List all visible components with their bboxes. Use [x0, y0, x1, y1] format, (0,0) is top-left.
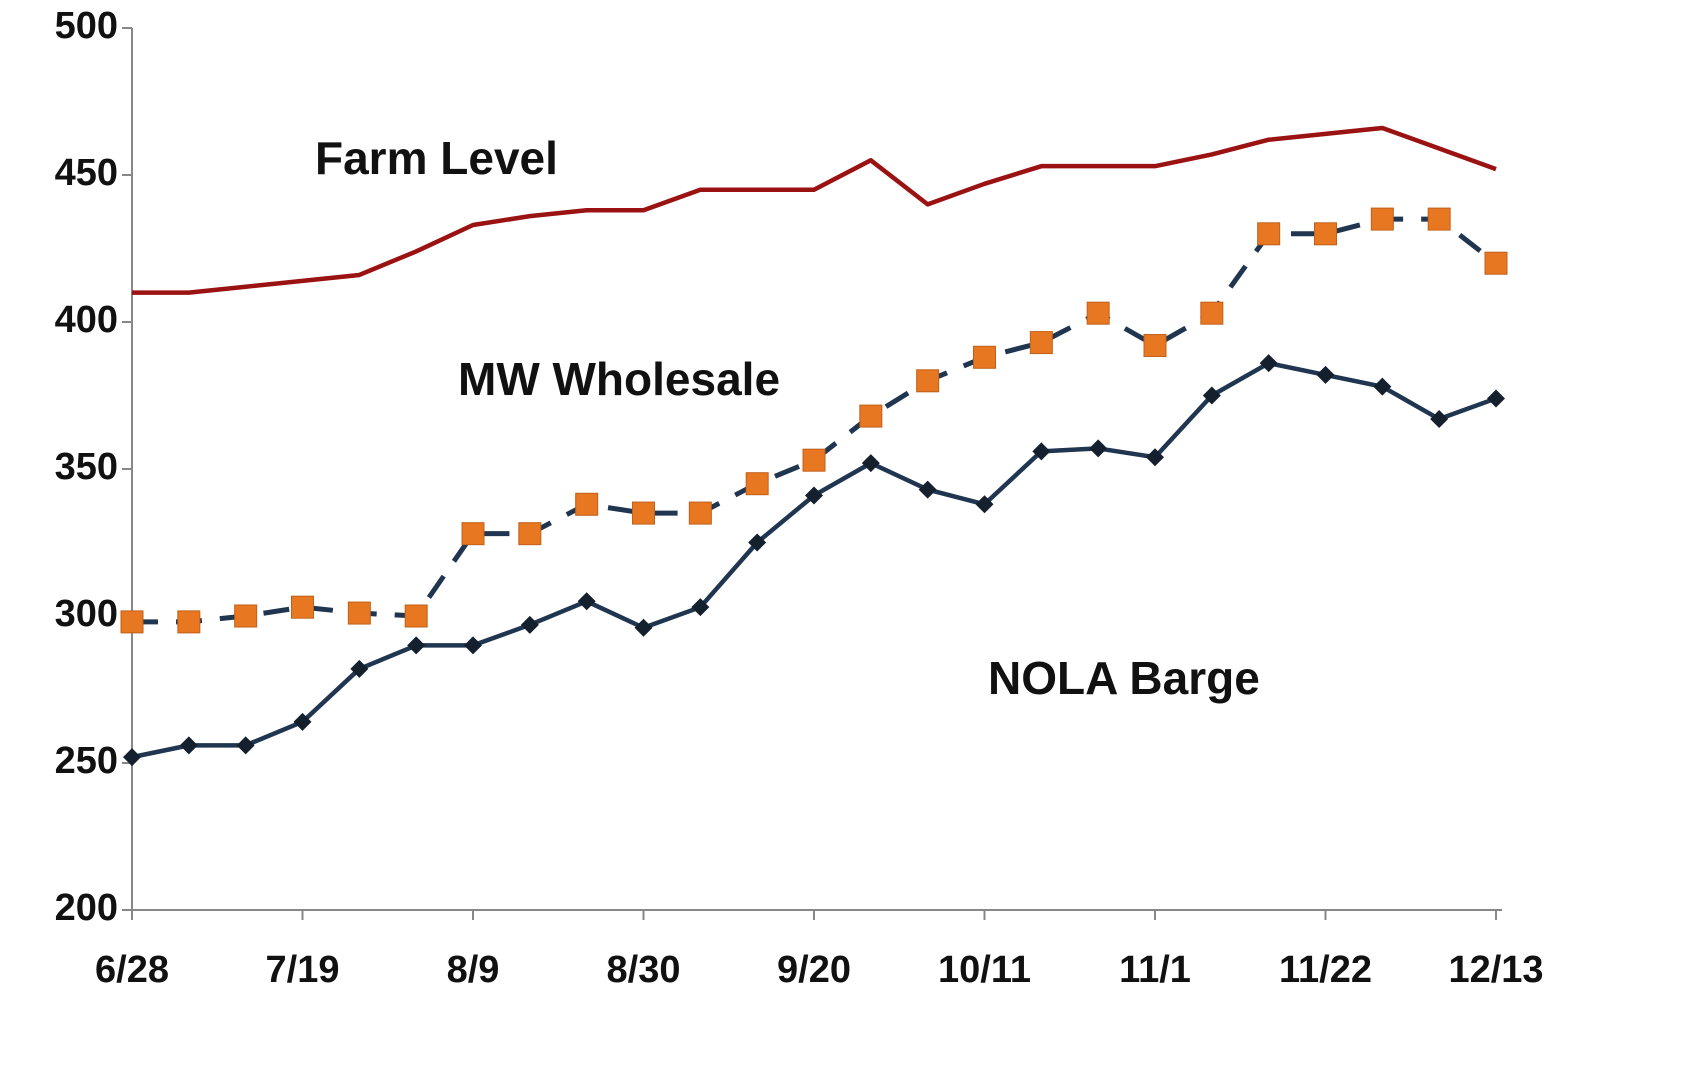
marker [1143, 334, 1167, 358]
marker [575, 492, 599, 516]
marker [1089, 439, 1108, 458]
marker [520, 615, 539, 634]
marker [688, 501, 712, 525]
marker [1487, 389, 1505, 408]
marker [634, 618, 653, 637]
marker [518, 522, 542, 546]
marker [1202, 386, 1221, 405]
marker [236, 736, 255, 755]
marker [1257, 222, 1281, 246]
marker [859, 404, 883, 428]
series-label: MW Wholesale [458, 353, 780, 405]
marker [404, 604, 428, 628]
x-tick-label: 12/13 [1448, 949, 1543, 991]
marker [1427, 207, 1451, 231]
marker [745, 472, 769, 496]
y-tick-label: 500 [55, 5, 118, 47]
marker [632, 501, 655, 525]
marker [861, 454, 880, 473]
marker [1200, 301, 1224, 325]
marker [350, 659, 369, 678]
marker [918, 480, 937, 499]
marker [691, 598, 710, 617]
marker [1430, 410, 1449, 429]
x-tick-label: 9/20 [777, 949, 851, 991]
marker [1032, 442, 1051, 461]
x-tick-label: 11/22 [1279, 949, 1372, 991]
marker [177, 610, 201, 634]
marker [407, 636, 426, 655]
marker [577, 592, 596, 611]
marker [179, 736, 198, 755]
marker [916, 369, 940, 393]
x-tick-label: 6/28 [95, 949, 169, 991]
marker [464, 636, 482, 655]
marker [975, 495, 994, 514]
series-line [132, 125, 1497, 295]
marker [293, 712, 312, 731]
marker [461, 522, 485, 546]
marker [120, 610, 144, 634]
y-tick-label: 200 [55, 887, 118, 929]
x-tick-label: 8/30 [607, 949, 681, 991]
series-label: Farm Level [315, 132, 558, 184]
x-tick-label: 11/1 [1119, 949, 1191, 991]
marker [291, 595, 314, 619]
marker [1146, 448, 1164, 467]
y-tick-label: 300 [55, 593, 118, 635]
x-tick-label: 8/9 [447, 949, 500, 991]
x-tick-label: 7/19 [266, 949, 340, 991]
y-tick-label: 250 [55, 740, 118, 782]
series-line [131, 360, 1497, 760]
marker [1314, 222, 1337, 246]
marker [973, 345, 996, 369]
marker [805, 486, 823, 505]
marker [1316, 365, 1335, 384]
marker [1029, 331, 1053, 355]
marker [1370, 207, 1394, 231]
marker [1373, 377, 1392, 396]
x-tick-label: 10/11 [938, 949, 1031, 991]
marker [1086, 301, 1110, 325]
marker [1259, 354, 1278, 373]
marker [347, 601, 371, 625]
marker [123, 748, 141, 767]
y-tick-label: 400 [55, 299, 118, 341]
marker [234, 604, 258, 628]
series-label: NOLA Barge [988, 652, 1260, 704]
y-tick-label: 450 [55, 152, 118, 194]
marker [748, 533, 767, 552]
y-tick-label: 350 [55, 446, 118, 488]
marker [802, 448, 826, 472]
marker [1484, 251, 1508, 275]
